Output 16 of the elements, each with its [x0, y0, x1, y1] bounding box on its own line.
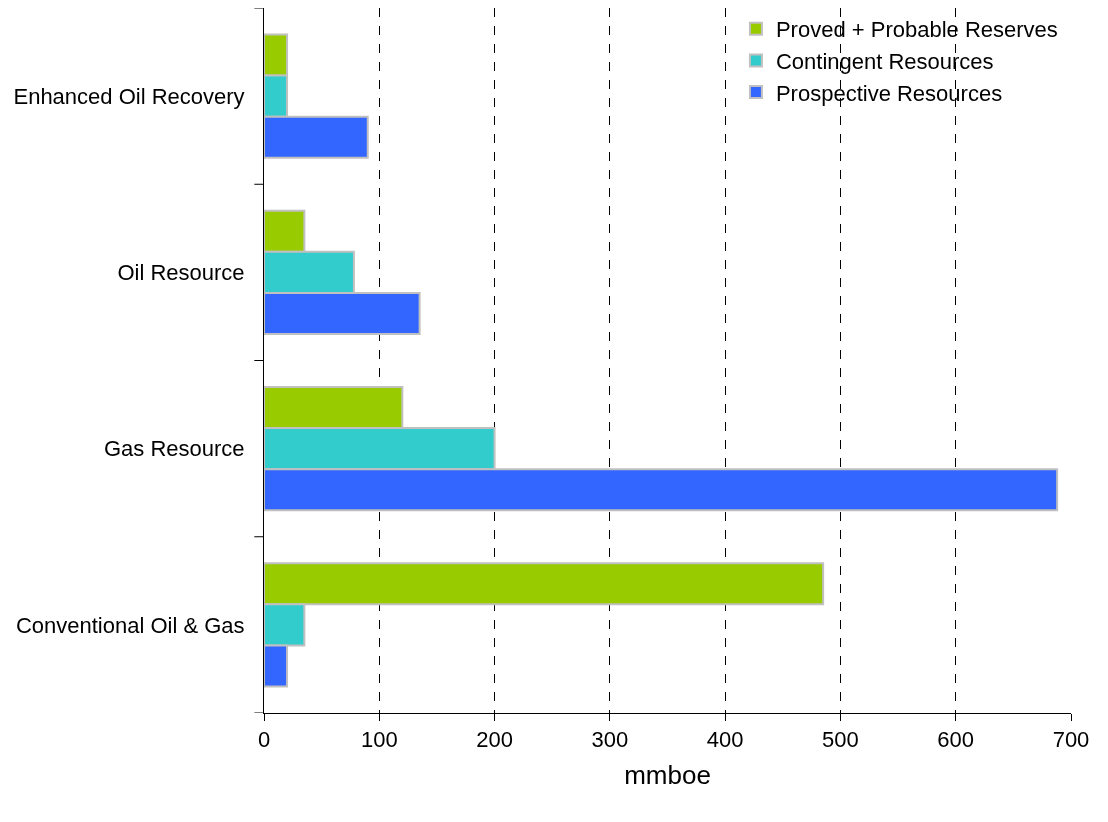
y-tick-label: Gas Resource	[103, 436, 245, 462]
x-tick-label: 300	[591, 727, 629, 753]
y-tick-label: Enhanced Oil Recovery	[13, 83, 245, 109]
legend-label: Contingent Resources	[775, 48, 994, 74]
x-tick-label: 0	[257, 727, 271, 753]
x-tick-label: 500	[822, 727, 859, 753]
legend-label: Proved + Probable Reserves	[775, 17, 1058, 43]
x-tick-label: 600	[937, 727, 975, 753]
x-tick-label: 700	[1052, 727, 1090, 753]
y-tick-label: Oil Resource	[117, 260, 245, 286]
legend-label: Prospective Resources	[775, 80, 1003, 106]
x-axis-title: mmboe	[624, 760, 711, 791]
y-tick-label: Conventional Oil & Gas	[15, 612, 245, 638]
x-tick-label: 100	[360, 727, 398, 753]
x-tick-label: 200	[476, 727, 513, 753]
x-tick-label: 400	[706, 727, 744, 753]
